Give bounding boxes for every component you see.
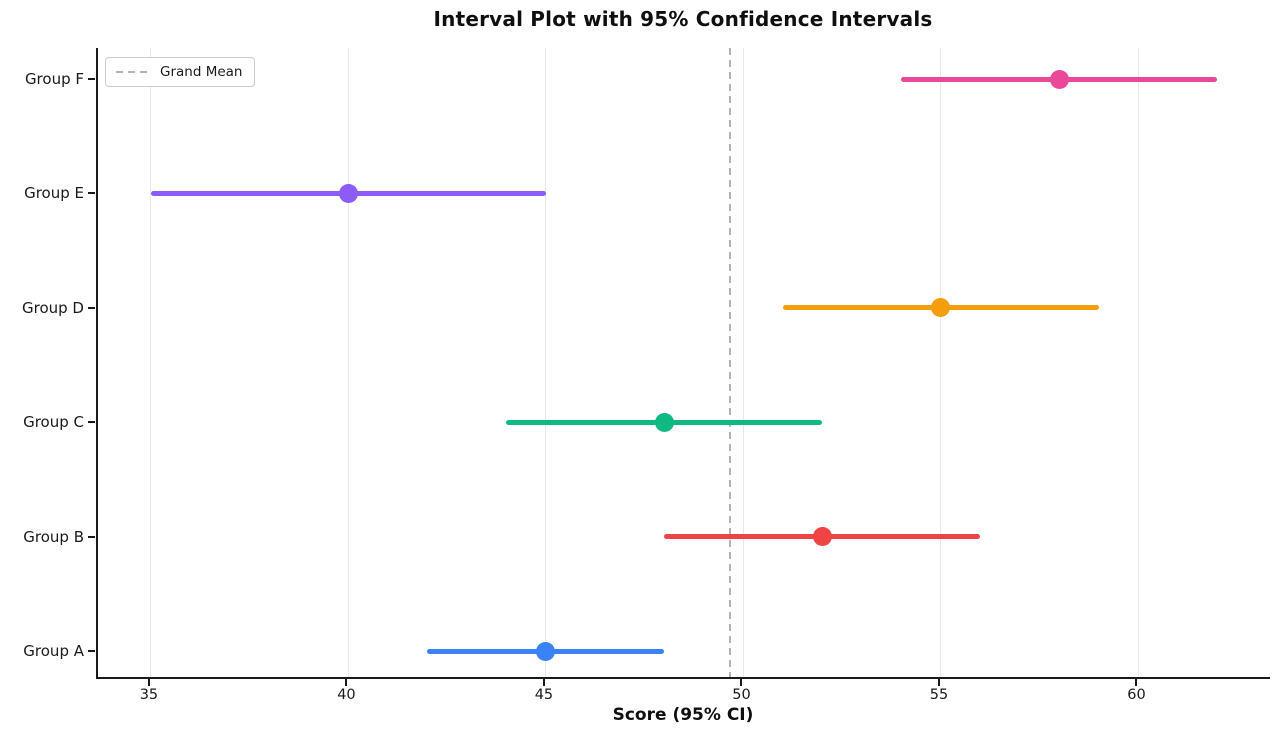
grand-mean-dashed-line-swatch (116, 71, 150, 73)
chart-title: Interval Plot with 95% Confidence Interv… (433, 7, 933, 31)
plot-area: Grand Mean (96, 48, 1270, 679)
x-tick-label-55: 55 (929, 687, 949, 703)
mean-marker-group-c (654, 412, 674, 432)
y-tick-group-b (88, 535, 95, 538)
y-tick-label-group-b: Group B (23, 527, 84, 546)
y-tick-group-d (88, 306, 95, 309)
grand-mean-line (729, 48, 732, 677)
x-tick-label-60: 60 (1127, 687, 1146, 703)
x-tick-40 (345, 679, 348, 686)
mean-marker-group-a (536, 641, 556, 661)
y-tick-group-a (88, 650, 95, 652)
x-tick-label-35: 35 (139, 687, 159, 703)
legend-label: Grand Mean (160, 64, 243, 80)
mean-marker-group-f (1049, 69, 1069, 89)
gridline-x-50 (742, 48, 744, 677)
x-tick-35 (147, 679, 150, 686)
x-tick-label-45: 45 (534, 687, 554, 703)
gridline-x-40 (347, 48, 349, 677)
gridline-x-60 (1137, 48, 1139, 677)
legend: Grand Mean (105, 57, 256, 87)
y-tick-label-group-a: Group A (23, 642, 84, 660)
mean-marker-group-d (931, 298, 951, 318)
gridline-x-35 (150, 48, 152, 677)
x-tick-45 (542, 679, 545, 686)
y-tick-label-group-f: Group F (24, 70, 84, 88)
x-tick-50 (740, 679, 743, 686)
x-tick-60 (1135, 679, 1138, 686)
y-tick-label-group-e: Group E (24, 184, 84, 203)
mean-marker-group-e (338, 183, 358, 203)
x-axis-label: Score (95% CI) (612, 705, 754, 725)
x-tick-label-50: 50 (732, 687, 751, 703)
y-tick-group-f (88, 78, 95, 80)
y-tick-group-c (88, 421, 95, 424)
y-tick-group-e (88, 192, 95, 195)
mean-marker-group-b (812, 527, 832, 547)
x-tick-label-40: 40 (337, 687, 356, 703)
gridline-x-45 (545, 48, 547, 677)
y-tick-label-group-d: Group D (22, 298, 84, 317)
x-tick-55 (937, 679, 940, 686)
y-tick-label-group-c: Group C (23, 413, 84, 432)
gridline-x-55 (940, 48, 942, 677)
